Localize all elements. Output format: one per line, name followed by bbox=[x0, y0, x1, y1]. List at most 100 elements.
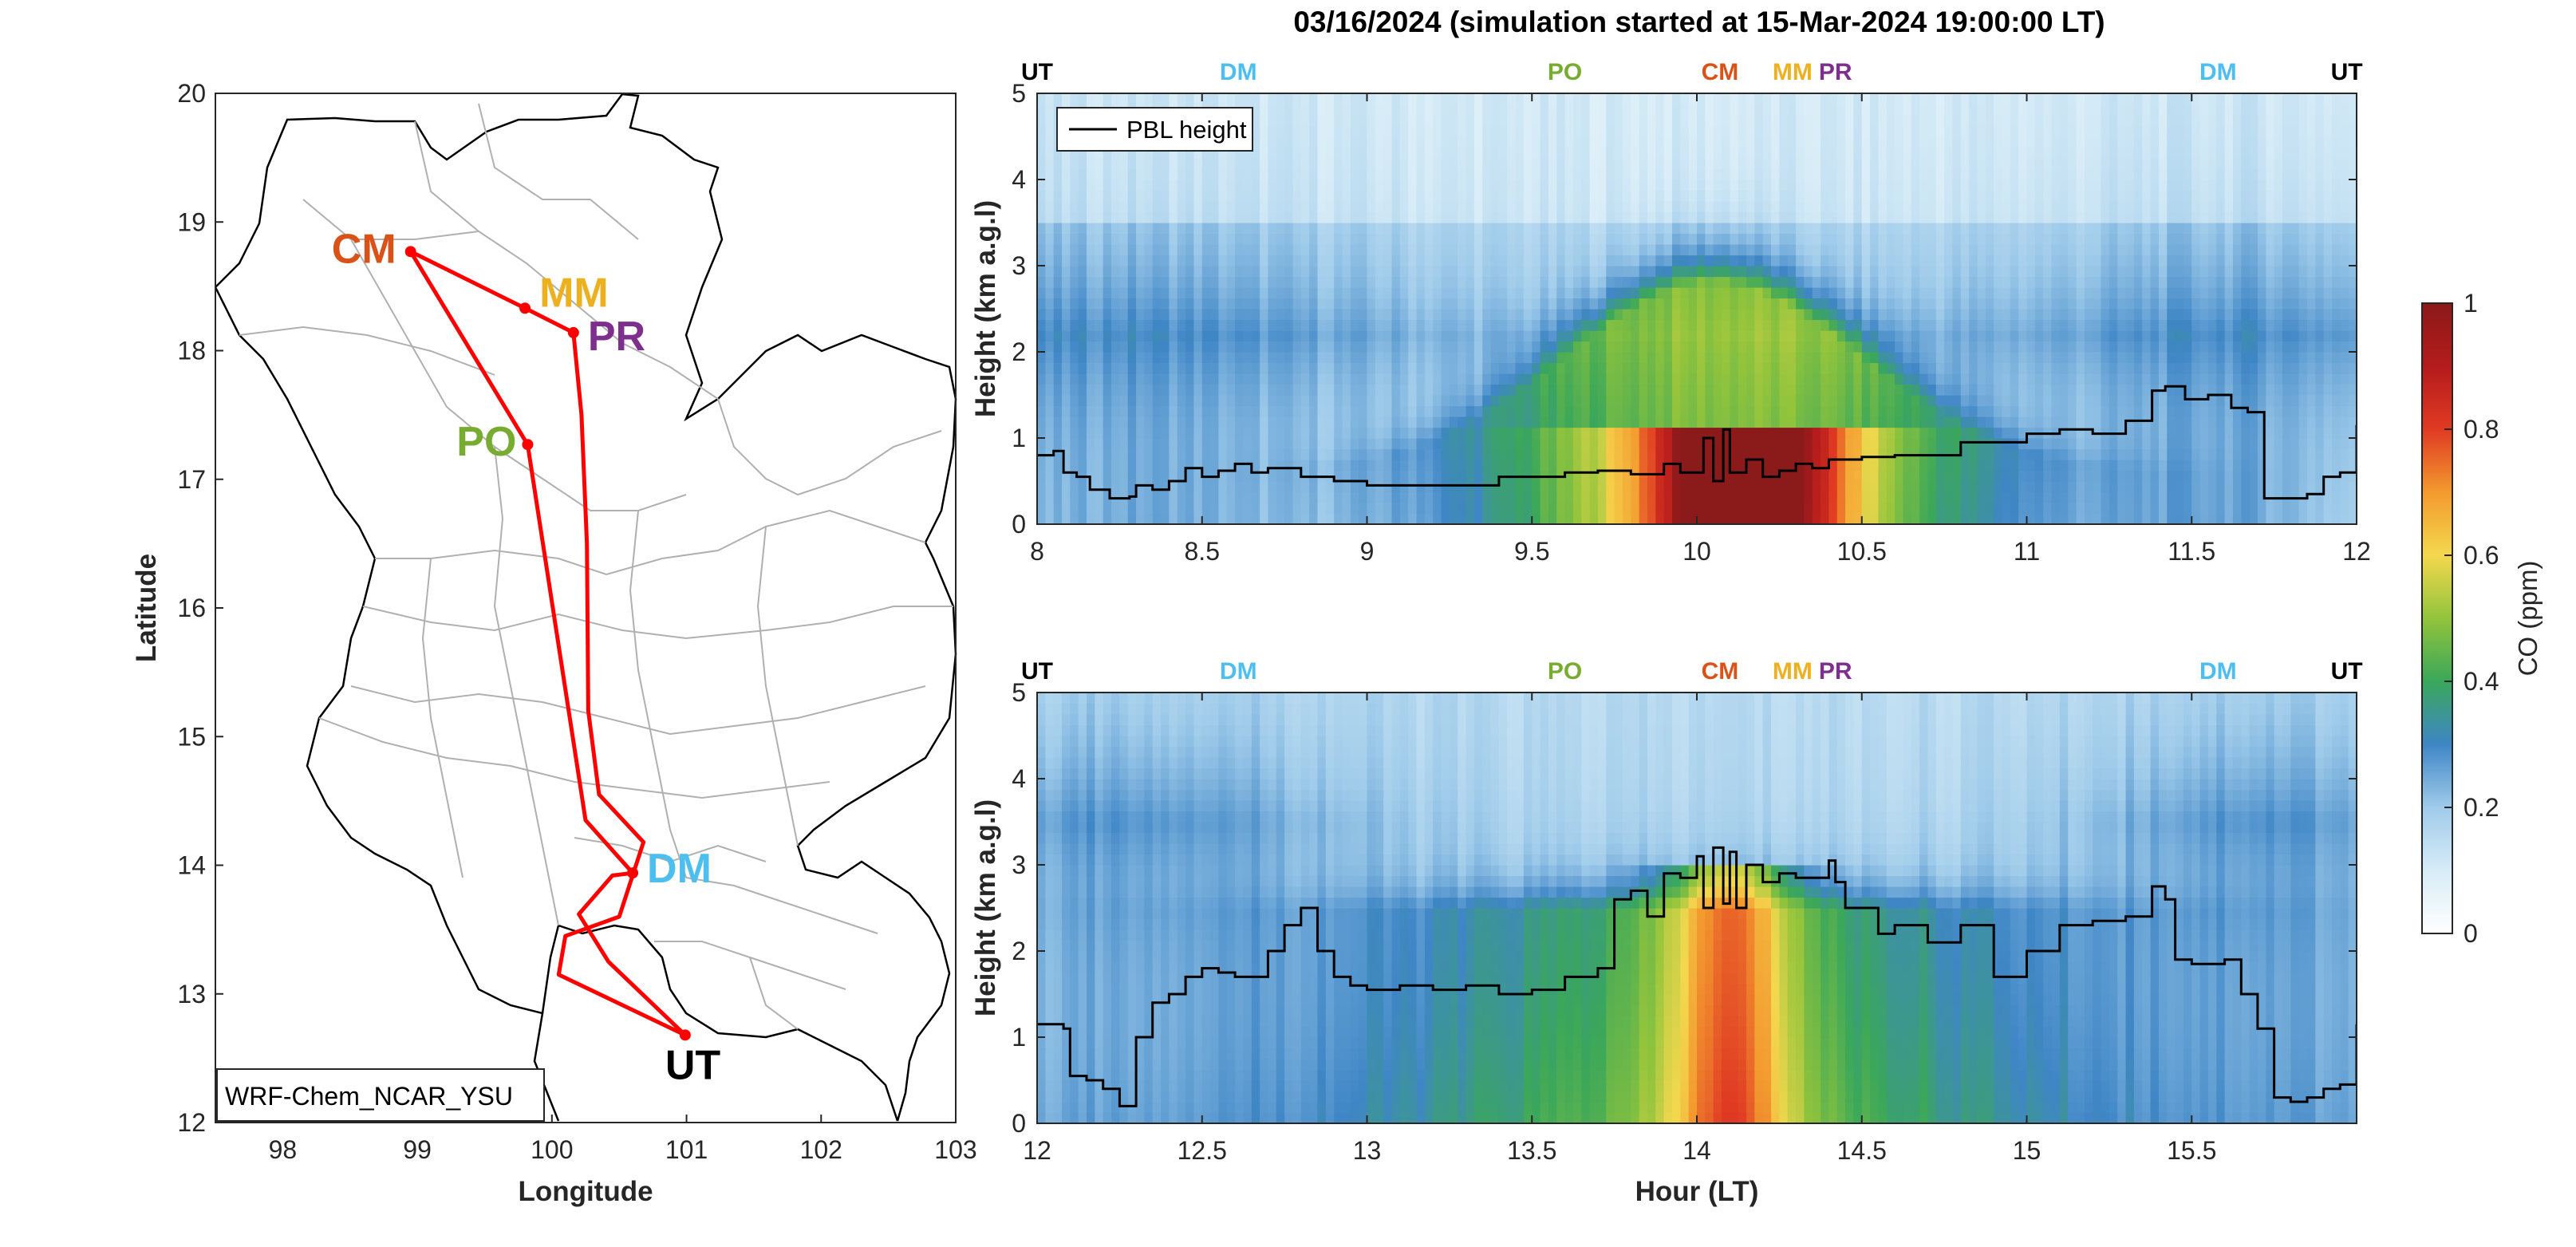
co-cell bbox=[1812, 287, 1821, 299]
co-cell bbox=[1589, 190, 1599, 202]
co-cell bbox=[2034, 330, 2044, 342]
co-cell bbox=[1408, 287, 1418, 299]
co-cell bbox=[1870, 319, 1880, 331]
co-cell bbox=[1193, 93, 1203, 105]
co-cell bbox=[1498, 395, 1508, 407]
co-cell bbox=[1985, 448, 1994, 460]
co-cell bbox=[1622, 470, 1631, 482]
co-cell bbox=[1762, 405, 1772, 417]
co-cell bbox=[1144, 481, 1154, 493]
co-cell bbox=[1507, 168, 1517, 180]
co-cell bbox=[1589, 276, 1599, 288]
co-cell bbox=[1466, 211, 1475, 223]
co-cell bbox=[1441, 233, 1450, 245]
co-cell bbox=[1952, 460, 1962, 472]
co-cell bbox=[1507, 448, 1517, 460]
co-cell bbox=[1367, 460, 1376, 472]
co-cell bbox=[1334, 470, 1343, 482]
co-cell bbox=[1870, 481, 1880, 493]
co-cell bbox=[1581, 244, 1591, 256]
co-cell bbox=[2002, 395, 2011, 407]
co-cell bbox=[1309, 93, 1319, 105]
co-cell bbox=[1705, 147, 1714, 159]
co-cell bbox=[1680, 158, 1690, 170]
co-cell bbox=[1103, 416, 1112, 428]
co-cell bbox=[1597, 276, 1607, 288]
co-cell bbox=[1458, 93, 1467, 105]
co-cell bbox=[1350, 180, 1359, 191]
co-cell bbox=[1070, 287, 1079, 299]
co-cell bbox=[1169, 362, 1178, 374]
co-cell bbox=[1845, 298, 1855, 310]
co-cell bbox=[1960, 438, 1970, 450]
co-cell bbox=[1796, 223, 1805, 235]
co-cell bbox=[1433, 470, 1442, 482]
co-cell bbox=[1441, 341, 1450, 353]
co-cell bbox=[1276, 503, 1285, 515]
co-cell bbox=[1647, 223, 1656, 235]
co-cell bbox=[1111, 93, 1120, 105]
co-cell bbox=[1243, 93, 1252, 105]
co-cell bbox=[1589, 503, 1599, 515]
co-cell bbox=[1201, 319, 1211, 331]
co-cell bbox=[1226, 147, 1236, 159]
co-cell bbox=[1127, 405, 1137, 417]
co-cell bbox=[1804, 276, 1813, 288]
co-cell bbox=[1622, 287, 1631, 299]
co-cell bbox=[2002, 276, 2011, 288]
co-cell bbox=[1927, 158, 1937, 170]
co-cell bbox=[1532, 287, 1541, 299]
co-cell bbox=[2034, 309, 2044, 321]
co-cell bbox=[1680, 115, 1690, 127]
co-cell bbox=[1300, 266, 1310, 278]
co-cell bbox=[1556, 180, 1566, 191]
co-cell bbox=[1688, 276, 1698, 288]
co-cell bbox=[1994, 147, 2003, 159]
country-border bbox=[215, 93, 957, 1122]
co-cell bbox=[1821, 384, 1829, 396]
co-cell bbox=[1070, 481, 1079, 493]
co-cell bbox=[1433, 395, 1442, 407]
co-cell bbox=[1251, 395, 1260, 407]
co-cell bbox=[1424, 427, 1434, 439]
co-cell bbox=[1391, 168, 1401, 180]
co-cell bbox=[2002, 341, 2011, 353]
co-cell bbox=[1375, 352, 1384, 364]
co-cell bbox=[1433, 330, 1442, 342]
co-cell bbox=[1944, 319, 1954, 331]
co-cell bbox=[1399, 158, 1409, 170]
co-cell bbox=[1078, 147, 1087, 159]
co-cell bbox=[1251, 211, 1260, 223]
co-cell bbox=[1804, 298, 1813, 310]
co-cell bbox=[1705, 460, 1714, 472]
co-cell bbox=[1399, 244, 1409, 256]
co-cell bbox=[1466, 330, 1475, 342]
co-cell bbox=[1111, 168, 1120, 180]
co-cell bbox=[1375, 276, 1384, 288]
co-cell bbox=[1218, 244, 1228, 256]
co-cell bbox=[2010, 481, 2019, 493]
co-cell bbox=[1095, 266, 1104, 278]
co-cell bbox=[1540, 201, 1549, 213]
co-cell bbox=[1103, 93, 1112, 105]
co-cell bbox=[1985, 513, 1994, 524]
co-cell bbox=[1408, 233, 1418, 245]
co-cell bbox=[1935, 276, 1945, 288]
co-cell bbox=[1606, 125, 1615, 137]
co-cell bbox=[1804, 438, 1813, 450]
co-cell bbox=[1177, 223, 1186, 235]
co-cell bbox=[2043, 470, 2053, 482]
co-cell bbox=[1523, 190, 1533, 202]
co-cell bbox=[1589, 158, 1599, 170]
co-cell bbox=[1433, 405, 1442, 417]
co-cell bbox=[1449, 233, 1458, 245]
co-cell bbox=[1136, 384, 1145, 396]
co-cell bbox=[1927, 362, 1937, 374]
co-cell bbox=[1935, 438, 1945, 450]
co-cell bbox=[1441, 255, 1450, 266]
co-cell bbox=[1342, 93, 1351, 105]
co-cell bbox=[1861, 438, 1871, 450]
co-cell bbox=[1532, 491, 1541, 503]
co-cell bbox=[1919, 513, 1929, 524]
co-cell bbox=[1243, 319, 1252, 331]
